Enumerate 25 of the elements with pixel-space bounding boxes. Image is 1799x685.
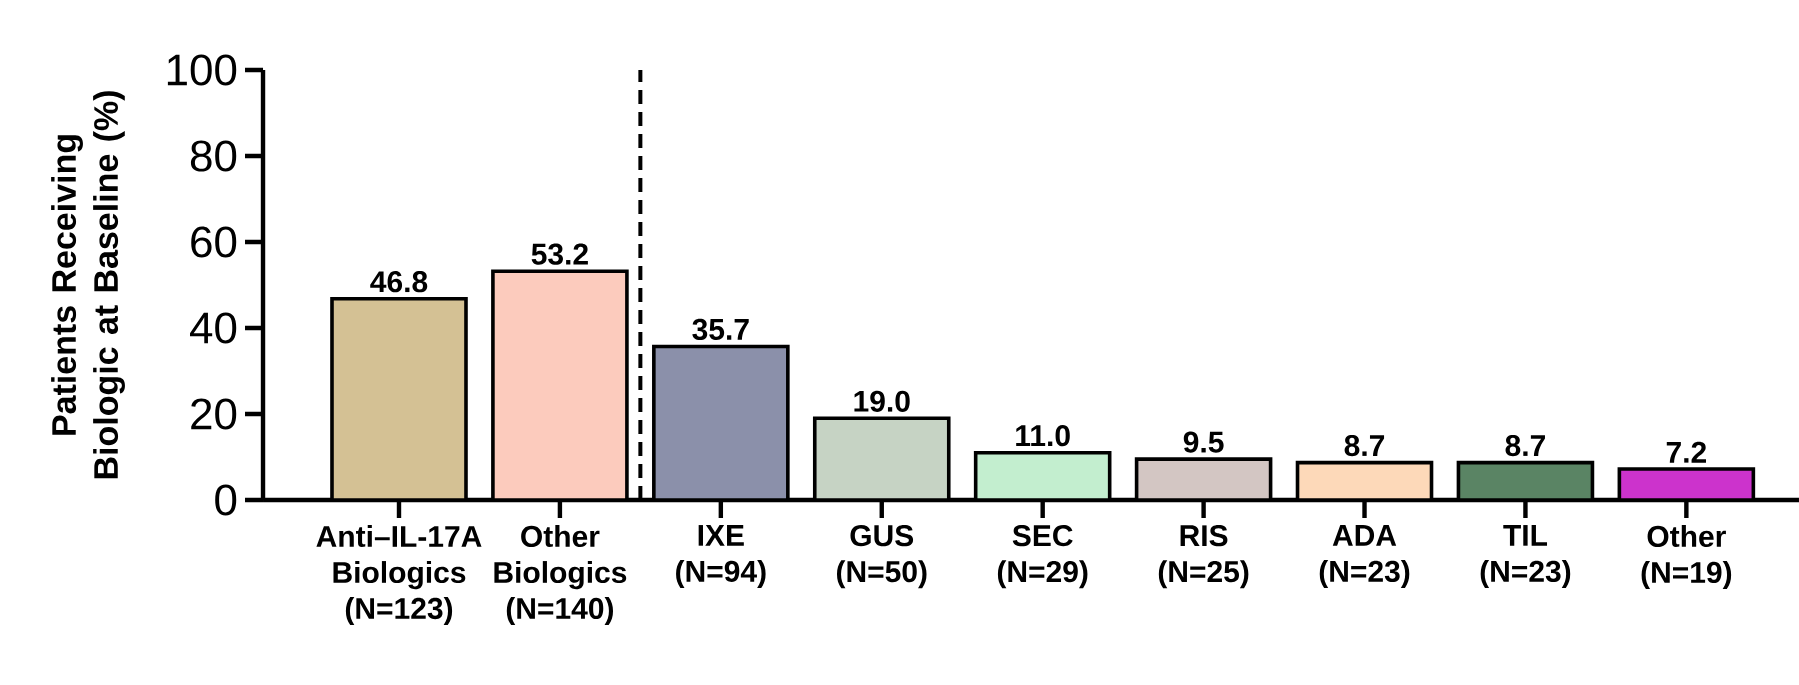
- y-tick-label: 20: [191, 398, 237, 430]
- y-tick-label: 0: [215, 484, 237, 516]
- x-tick-label: SEC (N=29): [997, 525, 1088, 589]
- data-label: 46.8: [370, 271, 428, 293]
- data-label: 9.5: [1183, 431, 1224, 453]
- data-label: 35.7: [692, 318, 749, 341]
- data-label: 8.7: [1344, 434, 1385, 457]
- data-label: 19.0: [854, 390, 910, 412]
- y-tick-label: 60: [191, 226, 237, 258]
- y-tick-label: 80: [190, 140, 237, 172]
- data-label: 11.0: [1016, 425, 1070, 447]
- x-tick-label: ADA (N=23): [1319, 525, 1410, 588]
- x-tick-label: Anti–IL-17A Biologics (N=123): [316, 525, 482, 626]
- x-tick-label: RIS (N=25): [1158, 525, 1249, 589]
- y-tick-label: 40: [190, 312, 237, 344]
- data-label: 8.7: [1505, 434, 1545, 457]
- x-tick-label: TIL (N=23): [1480, 525, 1571, 588]
- x-tick-label: Other Biologics (N=140): [494, 525, 627, 626]
- y-axis-title: Patients Receiving Biologic at Baseline (%): [51, 91, 125, 479]
- data-label: 53.2: [531, 243, 588, 265]
- x-tick-label: Other (N=19): [1641, 525, 1732, 590]
- x-tick-label: GUS (N=50): [837, 525, 927, 589]
- x-tick-label: IXE (N=94): [676, 525, 766, 588]
- data-label: 7.2: [1666, 441, 1706, 463]
- y-tick-label: 100: [167, 54, 237, 86]
